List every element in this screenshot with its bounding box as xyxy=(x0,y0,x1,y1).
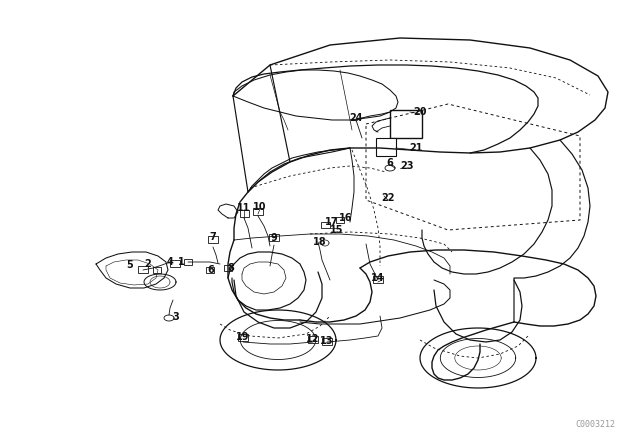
Text: 5: 5 xyxy=(127,260,133,270)
Text: 7: 7 xyxy=(210,232,216,242)
Bar xyxy=(269,234,279,241)
Bar xyxy=(322,339,332,345)
Text: 8: 8 xyxy=(228,263,234,273)
Text: 19: 19 xyxy=(236,332,250,342)
Text: C0003212: C0003212 xyxy=(575,420,615,429)
Text: 24: 24 xyxy=(349,113,363,123)
Text: 12: 12 xyxy=(307,334,320,344)
Text: 15: 15 xyxy=(330,225,344,235)
Text: 22: 22 xyxy=(381,193,395,203)
Text: 20: 20 xyxy=(413,107,427,117)
Bar xyxy=(253,208,263,215)
Text: 1: 1 xyxy=(178,257,184,267)
Text: 3: 3 xyxy=(173,312,179,322)
Text: 6: 6 xyxy=(387,158,394,168)
Text: 6: 6 xyxy=(207,265,214,275)
Text: 11: 11 xyxy=(237,203,251,213)
Bar xyxy=(239,211,248,217)
Bar xyxy=(184,259,192,265)
Bar xyxy=(373,276,383,284)
Text: 17: 17 xyxy=(325,217,339,227)
Bar xyxy=(336,217,344,223)
Text: 9: 9 xyxy=(271,233,277,243)
Bar xyxy=(238,335,248,341)
Bar xyxy=(170,260,180,267)
Bar xyxy=(208,237,218,244)
Text: 10: 10 xyxy=(253,202,267,212)
Bar xyxy=(138,267,148,273)
Bar xyxy=(390,110,422,138)
Text: 13: 13 xyxy=(320,336,333,346)
Bar xyxy=(224,265,232,271)
Text: 4: 4 xyxy=(166,257,173,267)
Bar xyxy=(321,222,330,228)
Text: 16: 16 xyxy=(339,213,353,223)
Text: 2: 2 xyxy=(145,259,152,269)
Text: 14: 14 xyxy=(371,273,385,283)
Text: 21: 21 xyxy=(409,143,423,153)
Bar xyxy=(308,336,318,344)
Bar xyxy=(376,138,396,156)
Bar xyxy=(153,267,161,273)
Text: 18: 18 xyxy=(313,237,327,247)
Text: 23: 23 xyxy=(400,161,413,171)
Bar xyxy=(206,267,214,273)
